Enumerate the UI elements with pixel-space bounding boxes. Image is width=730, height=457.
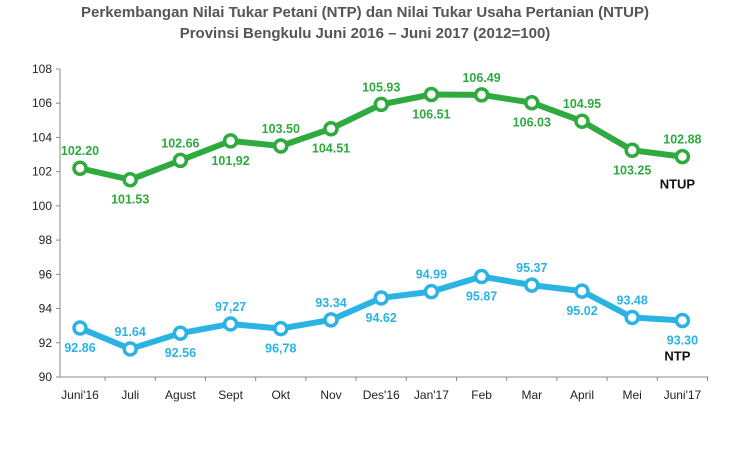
- ntp-point: [574, 283, 590, 299]
- ntp-data-label: 93.48: [617, 293, 648, 307]
- ntup-data-label: 105.93: [362, 80, 400, 94]
- ntp-point: [323, 312, 339, 328]
- x-tick-label: Jan'17: [414, 388, 449, 402]
- y-tick-label: 94: [39, 302, 53, 316]
- y-tick-label: 108: [32, 62, 52, 76]
- ntup-data-label: 101.53: [111, 193, 149, 207]
- ntp-point: [72, 320, 88, 336]
- x-tick-label: Nov: [320, 388, 341, 402]
- y-tick-label: 92: [39, 336, 53, 350]
- ntp-point: [624, 309, 640, 326]
- ntp-point: [423, 283, 440, 300]
- x-tick-label: Juni'17: [664, 388, 702, 402]
- ntp-data-label: 93.30: [667, 334, 698, 348]
- ntup-data-label: 106.49: [462, 71, 500, 85]
- ntup-point: [423, 86, 440, 103]
- x-tick-label: Mar: [521, 388, 542, 402]
- x-tick-label: Juni'16: [61, 388, 99, 402]
- ntup-data-label: 102.66: [161, 136, 199, 150]
- x-tick-label: Des'16: [363, 388, 400, 402]
- ntp-data-label: 91.64: [115, 325, 146, 339]
- ntp-point: [524, 277, 540, 293]
- y-tick-label: 104: [32, 130, 52, 144]
- y-tick-label: 98: [39, 233, 53, 247]
- chart-subtitle: Provinsi Bengkulu Juni 2016 – Juni 2017 …: [179, 25, 551, 42]
- y-tick-label: 100: [32, 199, 52, 213]
- y-tick-label: 106: [32, 96, 52, 110]
- ntp-point: [473, 268, 490, 285]
- ntup-data-label: 103.50: [262, 122, 300, 136]
- ntp-point: [273, 320, 289, 337]
- ntup-point: [122, 171, 138, 188]
- ntup-data-label: 106.51: [412, 107, 450, 121]
- ntp-data-label: 94.62: [366, 311, 397, 325]
- x-tick-label: April: [570, 388, 594, 402]
- ntup-data-label: 102.88: [663, 133, 701, 147]
- ntup-point: [473, 87, 490, 103]
- ntp-data-label: 94.99: [416, 268, 447, 282]
- ntup-point: [373, 96, 389, 113]
- ntp-data-label: 96,78: [265, 342, 296, 356]
- ntp-data-label: 97,27: [215, 300, 246, 314]
- ntp-data-label: 95.87: [466, 290, 497, 304]
- x-tick-label: Juli: [121, 388, 139, 402]
- ntup-data-label: 106.03: [513, 116, 551, 130]
- ntp-data-label: 92.56: [165, 346, 196, 360]
- x-tick-label: Feb: [471, 388, 492, 402]
- ntp-data-label: 93.34: [315, 296, 346, 310]
- ntp-point: [222, 316, 239, 332]
- chart-title: Perkembangan Nilai Tukar Petani (NTP) da…: [81, 4, 649, 21]
- ntup-data-label: 104.95: [563, 97, 601, 111]
- ntup-point: [323, 120, 339, 137]
- x-tick-label: Sept: [218, 388, 243, 402]
- y-tick-label: 90: [39, 370, 53, 384]
- ntp-series-name: NTP: [664, 349, 690, 364]
- ntup-point: [574, 113, 590, 129]
- ntup-point: [172, 152, 189, 169]
- ntp-point: [122, 341, 138, 357]
- ntup-data-label: 103.25: [613, 163, 651, 177]
- ntp-point: [172, 325, 189, 341]
- x-tick-label: Agust: [165, 388, 196, 402]
- ntp-data-label: 92.86: [64, 341, 95, 355]
- y-tick-label: 96: [39, 267, 53, 281]
- y-tick-label: 102: [32, 165, 52, 179]
- ntup-series-name: NTUP: [660, 177, 696, 192]
- ntp-data-label: 95.37: [516, 261, 547, 275]
- ntup-point: [72, 160, 88, 176]
- ntup-point: [222, 133, 239, 149]
- chart-title-block: Perkembangan Nilai Tukar Petani (NTP) da…: [0, 2, 730, 44]
- ntup-data-label: 101,92: [211, 154, 249, 168]
- x-tick-label: Okt: [271, 388, 290, 402]
- ntup-data-label: 104.51: [312, 142, 350, 156]
- ntup-data-label: 102.20: [61, 144, 99, 158]
- ntup-point: [674, 148, 691, 165]
- x-tick-label: Mei: [623, 388, 642, 402]
- ntp-point: [373, 290, 389, 306]
- ntup-point: [273, 138, 289, 154]
- ntp-data-label: 95.02: [566, 304, 597, 318]
- ntup-point: [524, 94, 540, 111]
- ntup-point: [624, 142, 640, 159]
- ntp-point: [674, 312, 691, 329]
